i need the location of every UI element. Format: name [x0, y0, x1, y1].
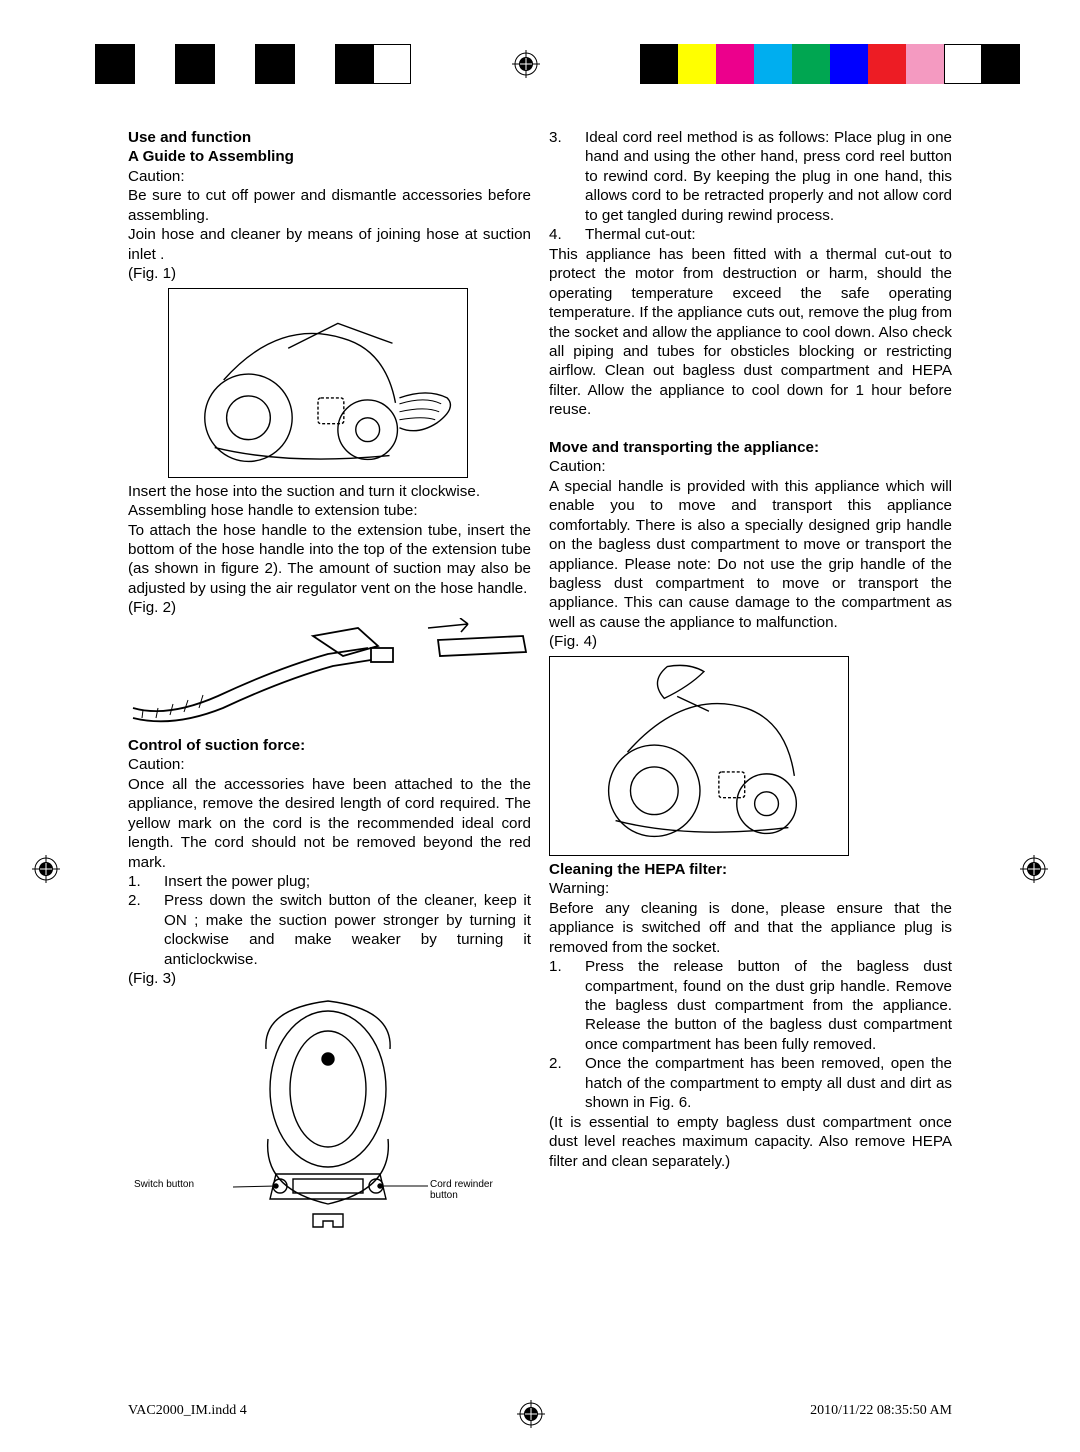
- figure-2: [128, 618, 531, 728]
- figure-4: [549, 656, 849, 856]
- list-text: Ideal cord reel method is as follows: Pl…: [585, 128, 952, 225]
- text-accessories-attached: Once all the accessories have been attac…: [128, 775, 531, 872]
- footer-filename: VAC2000_IM.indd 4: [0, 1403, 247, 1419]
- colorbar-swatch: [944, 44, 982, 84]
- registration-mark-left: [32, 855, 60, 883]
- text-thermal-cutout: This appliance has been fitted with a th…: [549, 245, 952, 420]
- text-join-hose: Join hose and cleaner by means of joinin…: [128, 225, 531, 264]
- label-cord-rewinder: Cord rewinder button: [430, 1179, 520, 1201]
- heading-guide-assembling: A Guide to Assembling: [128, 147, 531, 166]
- colorbar-swatch: [95, 44, 135, 84]
- caution-label-3: Caution:: [549, 457, 952, 476]
- figure-1: [168, 288, 468, 478]
- heading-move-transport: Move and transporting the appliance:: [549, 438, 952, 457]
- list-number: 2.: [549, 1054, 585, 1112]
- list-number: 3.: [549, 128, 585, 225]
- text-essential-empty: (It is essential to empty bagless dust c…: [549, 1113, 952, 1171]
- list-number: 2.: [128, 891, 164, 969]
- text-insert-hose: Insert the hose into the suction and tur…: [128, 482, 531, 501]
- list-item-2: 2. Press down the switch button of the c…: [128, 891, 531, 969]
- hose-handle-illustration: [128, 618, 531, 728]
- heading-cleaning-hepa: Cleaning the HEPA filter:: [549, 860, 952, 879]
- colorbar-swatch: [792, 44, 830, 84]
- fig4-caption: (Fig. 4): [549, 632, 952, 651]
- vacuum-top-illustration: [128, 989, 531, 1239]
- list-item-1: 1. Insert the power plug;: [128, 872, 531, 891]
- list-text: Press the release button of the bagless …: [585, 957, 952, 1054]
- list-text: Once the compartment has been removed, o…: [585, 1054, 952, 1112]
- list-number: 1.: [128, 872, 164, 891]
- manual-page: Use and function A Guide to Assembling C…: [0, 0, 1080, 1452]
- colorbar-right: [640, 44, 1020, 84]
- text-assembling-handle: Assembling hose handle to extension tube…: [128, 501, 531, 520]
- heading-suction-force: Control of suction force:: [128, 736, 531, 755]
- colorbar-swatch: [295, 44, 335, 84]
- list-item-3: 3. Ideal cord reel method is as follows:…: [549, 128, 952, 225]
- list-text: Insert the power plug;: [164, 872, 531, 891]
- colorbar-swatch: [678, 44, 716, 84]
- list-text: Thermal cut-out:: [585, 225, 952, 244]
- right-column: 3. Ideal cord reel method is as follows:…: [549, 128, 952, 1239]
- colorbar-swatch: [906, 44, 944, 84]
- colorbar-swatch: [640, 44, 678, 84]
- heading-use-function: Use and function: [128, 128, 531, 147]
- label-switch-button: Switch button: [134, 1179, 194, 1192]
- content-columns: Use and function A Guide to Assembling C…: [128, 128, 952, 1239]
- text-before-cleaning: Before any cleaning is done, please ensu…: [549, 899, 952, 957]
- caution-label: Caution:: [128, 167, 531, 186]
- footer-datetime: 2010/11/22 08:35:50 AM: [810, 1403, 1080, 1419]
- registration-mark-bottom: [517, 1400, 539, 1422]
- colorbar-swatch: [754, 44, 792, 84]
- list-number: 4.: [549, 225, 585, 244]
- vacuum-carry-illustration: [550, 656, 848, 856]
- colorbar-swatch: [830, 44, 868, 84]
- colorbar-swatch: [716, 44, 754, 84]
- figure-3: Switch button Cord rewinder button: [128, 989, 531, 1239]
- list-text: Press down the switch button of the clea…: [164, 891, 531, 969]
- colorbar-swatch: [335, 44, 373, 84]
- vacuum-side-illustration: [169, 288, 467, 478]
- colorbar-swatch: [135, 44, 175, 84]
- text-attach-handle: To attach the hose handle to the extensi…: [128, 521, 531, 599]
- colorbar-swatch: [255, 44, 295, 84]
- list-item-4: 4. Thermal cut-out:: [549, 225, 952, 244]
- text-cutoff-power: Be sure to cut off power and dismantle a…: [128, 186, 531, 225]
- fig1-caption: (Fig. 1): [128, 264, 531, 283]
- caution-label-2: Caution:: [128, 755, 531, 774]
- list-item-r1: 1. Press the release button of the bagle…: [549, 957, 952, 1054]
- colorbar-swatch: [373, 44, 411, 84]
- colorbar-left: [95, 44, 411, 84]
- colorbar-swatch: [982, 44, 1020, 84]
- list-number: 1.: [549, 957, 585, 1054]
- list-item-r2: 2. Once the compartment has been removed…: [549, 1054, 952, 1112]
- colorbar-swatch: [215, 44, 255, 84]
- warning-label: Warning:: [549, 879, 952, 898]
- registration-mark-right: [1020, 855, 1048, 883]
- colorbar-swatch: [868, 44, 906, 84]
- left-column: Use and function A Guide to Assembling C…: [128, 128, 531, 1239]
- colorbar-swatch: [175, 44, 215, 84]
- fig3-caption: (Fig. 3): [128, 969, 531, 988]
- text-special-handle: A special handle is provided with this a…: [549, 477, 952, 633]
- registration-mark-top: [512, 50, 540, 78]
- fig2-caption: (Fig. 2): [128, 598, 531, 617]
- print-footer: VAC2000_IM.indd 4 2010/11/22 08:35:50 AM: [0, 1400, 1080, 1422]
- print-calibration-strip: [0, 44, 1080, 84]
